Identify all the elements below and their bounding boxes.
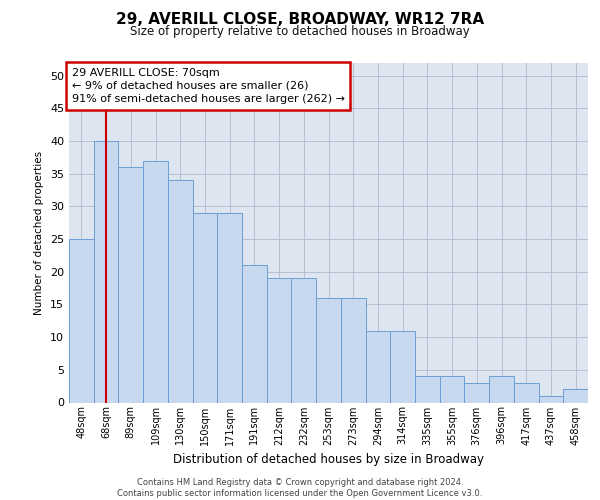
Text: 29, AVERILL CLOSE, BROADWAY, WR12 7RA: 29, AVERILL CLOSE, BROADWAY, WR12 7RA <box>116 12 484 28</box>
Text: Contains HM Land Registry data © Crown copyright and database right 2024.
Contai: Contains HM Land Registry data © Crown c… <box>118 478 482 498</box>
Bar <box>341 298 365 403</box>
Bar <box>440 376 464 402</box>
X-axis label: Distribution of detached houses by size in Broadway: Distribution of detached houses by size … <box>173 453 484 466</box>
Bar <box>539 396 563 402</box>
Bar <box>390 330 415 402</box>
Bar <box>489 376 514 402</box>
Bar <box>267 278 292 402</box>
Bar <box>316 298 341 403</box>
Bar <box>69 239 94 402</box>
Text: 29 AVERILL CLOSE: 70sqm
← 9% of detached houses are smaller (26)
91% of semi-det: 29 AVERILL CLOSE: 70sqm ← 9% of detached… <box>71 68 344 104</box>
Text: Size of property relative to detached houses in Broadway: Size of property relative to detached ho… <box>130 25 470 38</box>
Bar <box>415 376 440 402</box>
Bar <box>168 180 193 402</box>
Bar <box>217 213 242 402</box>
Bar <box>242 265 267 402</box>
Bar <box>118 167 143 402</box>
Bar <box>292 278 316 402</box>
Bar <box>514 383 539 402</box>
Bar <box>143 160 168 402</box>
Y-axis label: Number of detached properties: Number of detached properties <box>34 150 44 314</box>
Bar <box>563 390 588 402</box>
Bar <box>94 141 118 403</box>
Bar <box>193 213 217 402</box>
Bar <box>464 383 489 402</box>
Bar <box>365 330 390 402</box>
